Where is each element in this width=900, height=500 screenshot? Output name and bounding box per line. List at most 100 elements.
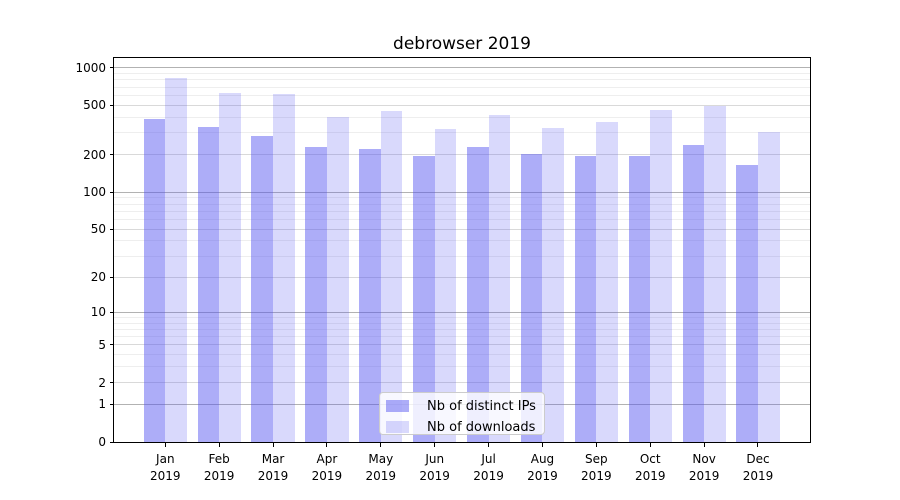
- y-tick-label-20: 20: [90, 270, 106, 285]
- bar-distinct-ips-sep: [574, 156, 597, 442]
- y-tick-label-0: 0: [98, 435, 106, 449]
- bar-downloads-mar: [273, 94, 295, 442]
- bar-distinct-ips-oct: [628, 155, 651, 442]
- gridline-90: [114, 197, 810, 199]
- bar-distinct-ips-may: [359, 149, 381, 442]
- gridline-60: [114, 218, 810, 220]
- legend-label-downloads: Nb of downloads: [427, 419, 536, 435]
- x-tick-mark-sep: [595, 443, 597, 447]
- y-tick-label-10: 10: [90, 305, 106, 320]
- x-tick-mark-dec: [757, 443, 759, 447]
- bar-downloads-apr: [326, 116, 349, 442]
- x-tick-mark-jan: [164, 443, 166, 447]
- y-tick-label-200: 200: [83, 147, 106, 162]
- gridline-600: [114, 94, 810, 96]
- gridline-80: [114, 203, 810, 205]
- gridline-50: [114, 228, 810, 230]
- x-tick-label-feb: Feb 2019: [203, 452, 235, 483]
- y-tick-label-100: 100: [83, 185, 106, 200]
- bar-distinct-ips-mar: [251, 136, 274, 442]
- bar-downloads-sep: [596, 122, 618, 442]
- x-tick-label-jun: Jun 2019: [419, 452, 450, 483]
- gridline-1000: [114, 67, 810, 69]
- gridline-500: [114, 104, 810, 106]
- x-tick-mark-feb: [218, 443, 220, 447]
- y-tick-mark-1000: [110, 67, 114, 69]
- bar-distinct-ips-jan: [143, 118, 166, 442]
- x-tick-mark-mar: [272, 443, 274, 447]
- x-tick-mark-aug: [541, 443, 543, 447]
- x-tick-mark-oct: [649, 443, 651, 447]
- gridline-6: [114, 336, 810, 338]
- plot-area: [113, 57, 811, 443]
- legend: Nb of distinct IPs Nb of downloads: [379, 392, 545, 435]
- x-tick-label-aug: Aug 2019: [527, 452, 558, 483]
- legend-row-distinct-ips: Nb of distinct IPs: [386, 398, 544, 414]
- x-tick-label-oct: Oct 2019: [634, 452, 666, 483]
- x-tick-label-dec: Dec 2019: [742, 452, 774, 483]
- gridline-70: [114, 210, 810, 212]
- legend-swatch-distinct-ips: [386, 400, 409, 412]
- x-tick-label-mar: Mar 2019: [257, 452, 289, 483]
- y-tick-label-1: 1: [98, 397, 106, 412]
- x-tick-mark-jul: [488, 443, 490, 447]
- gridline-900: [114, 73, 810, 75]
- bar-distinct-ips-jun: [413, 156, 435, 442]
- y-tick-label-500: 500: [83, 98, 106, 113]
- x-tick-mark-may: [380, 443, 382, 447]
- bar-downloads-jun: [434, 128, 457, 442]
- gridline-20: [114, 276, 810, 278]
- bar-downloads-feb: [219, 93, 241, 442]
- x-tick-label-sep: Sep 2019: [581, 452, 612, 483]
- bar-downloads-oct: [650, 109, 672, 442]
- y-tick-label-50: 50: [90, 222, 106, 237]
- y-tick-mark-10: [110, 311, 114, 313]
- gridline-400: [114, 116, 810, 118]
- bar-distinct-ips-apr: [305, 146, 327, 442]
- y-tick-mark-2: [110, 382, 114, 383]
- bar-distinct-ips-feb: [197, 126, 220, 442]
- y-tick-label-2: 2: [98, 375, 106, 390]
- legend-label-distinct-ips: Nb of distinct IPs: [427, 398, 536, 414]
- gridline-8: [114, 322, 810, 324]
- x-tick-label-may: May 2019: [365, 452, 397, 483]
- y-tick-mark-5: [110, 344, 114, 346]
- y-tick-mark-0: [110, 441, 114, 443]
- gridline-3: [114, 366, 810, 368]
- gridline-9: [114, 316, 810, 318]
- gridline-100: [114, 191, 810, 193]
- gridline-700: [114, 86, 810, 88]
- x-tick-label-nov: Nov 2019: [688, 452, 720, 483]
- y-tick-mark-100: [110, 191, 114, 193]
- y-tick-mark-50: [110, 228, 114, 230]
- bar-distinct-ips-nov: [682, 144, 705, 442]
- gridline-300: [114, 132, 810, 134]
- bar-distinct-ips-jul: [466, 147, 489, 442]
- y-tick-mark-20: [110, 276, 114, 278]
- gridline-800: [114, 79, 810, 81]
- gridline-4: [114, 354, 810, 356]
- bar-downloads-dec: [757, 131, 780, 442]
- y-tick-mark-1: [110, 403, 114, 405]
- gridline-10: [114, 311, 810, 313]
- bar-downloads-jul: [488, 114, 511, 442]
- gridline-5: [114, 344, 810, 346]
- chart-title: debrowser 2019: [393, 34, 531, 54]
- x-tick-label-jul: Jul 2019: [473, 452, 504, 483]
- bar-downloads-may: [380, 110, 403, 442]
- x-tick-mark-jun: [434, 443, 436, 447]
- gridline-40: [114, 240, 810, 242]
- y-tick-label-1000: 1000: [75, 60, 106, 75]
- bar-downloads-jan: [165, 77, 187, 442]
- x-tick-mark-apr: [326, 443, 328, 447]
- gridline-30: [114, 255, 810, 257]
- y-tick-mark-500: [110, 104, 114, 106]
- x-tick-label-apr: Apr 2019: [311, 452, 343, 483]
- y-tick-label-5: 5: [98, 337, 106, 352]
- bar-distinct-ips-aug: [520, 154, 543, 442]
- gridline-2: [114, 382, 810, 383]
- x-tick-mark-nov: [703, 443, 705, 447]
- bar-distinct-ips-dec: [736, 164, 758, 442]
- gridline-7: [114, 328, 810, 330]
